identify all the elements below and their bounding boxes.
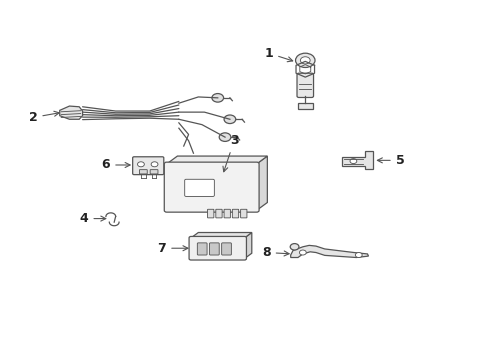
FancyBboxPatch shape	[221, 243, 231, 255]
Text: 8: 8	[262, 246, 288, 259]
Polygon shape	[297, 103, 312, 109]
Circle shape	[299, 250, 305, 255]
Polygon shape	[166, 156, 267, 164]
Circle shape	[300, 57, 309, 64]
Polygon shape	[244, 233, 251, 258]
Circle shape	[137, 162, 144, 167]
Polygon shape	[256, 156, 267, 210]
Polygon shape	[341, 152, 372, 169]
Text: 7: 7	[157, 242, 187, 255]
FancyBboxPatch shape	[209, 243, 219, 255]
FancyBboxPatch shape	[132, 157, 163, 175]
Polygon shape	[191, 233, 251, 238]
Text: 1: 1	[264, 47, 292, 62]
FancyBboxPatch shape	[189, 237, 246, 260]
Polygon shape	[290, 246, 368, 257]
Circle shape	[151, 162, 158, 167]
Circle shape	[355, 252, 362, 257]
Circle shape	[295, 53, 314, 67]
Circle shape	[289, 244, 298, 250]
Text: 4: 4	[80, 212, 105, 225]
FancyBboxPatch shape	[164, 162, 259, 212]
Circle shape	[349, 158, 356, 163]
FancyBboxPatch shape	[296, 73, 313, 98]
Polygon shape	[60, 106, 82, 119]
FancyBboxPatch shape	[197, 243, 206, 255]
FancyBboxPatch shape	[150, 170, 158, 174]
Text: 2: 2	[29, 111, 59, 124]
FancyBboxPatch shape	[215, 209, 222, 218]
Text: 3: 3	[223, 134, 238, 172]
Circle shape	[224, 115, 235, 123]
Text: 6: 6	[102, 158, 130, 171]
FancyBboxPatch shape	[139, 170, 147, 174]
FancyBboxPatch shape	[184, 179, 214, 197]
Circle shape	[219, 133, 230, 141]
FancyBboxPatch shape	[207, 209, 213, 218]
FancyBboxPatch shape	[224, 209, 230, 218]
FancyBboxPatch shape	[240, 209, 246, 218]
Circle shape	[211, 94, 223, 102]
Text: 5: 5	[377, 154, 404, 167]
FancyBboxPatch shape	[232, 209, 238, 218]
